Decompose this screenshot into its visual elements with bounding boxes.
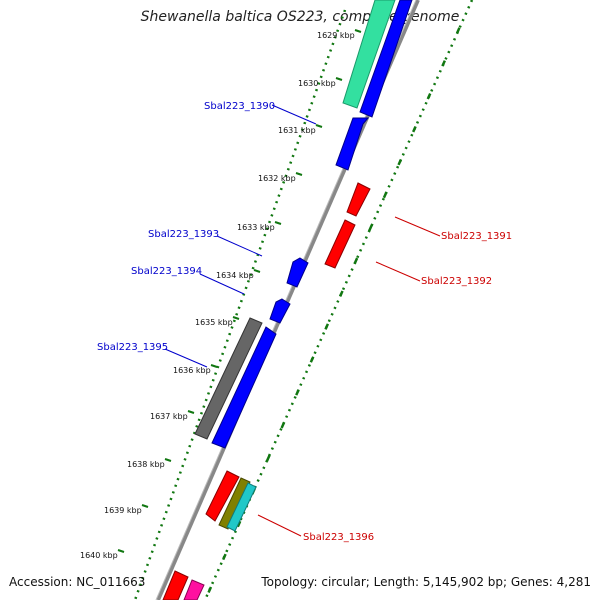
tick-label: 1638 kbp — [127, 460, 165, 469]
leader-line — [271, 104, 317, 125]
gene-label: Sbal223_1395 — [97, 342, 168, 353]
gene-reverse — [162, 570, 189, 600]
tick-mark — [210, 364, 218, 368]
gene-forward — [286, 257, 309, 288]
gene-reverse — [324, 219, 356, 269]
leader-line — [216, 235, 263, 257]
gene-label: Sbal223_1392 — [421, 276, 492, 287]
feature-magenta — [183, 579, 205, 600]
gene-label-group: Sbal223_1390 Sbal223_1391 Sbal223_1392 Sbal… — [97, 101, 512, 543]
tick-label: 1635 kbp — [195, 318, 233, 327]
genome-summary-text: Topology: circular; Length: 5,145,902 bp… — [261, 575, 591, 589]
tick-group: 1629 kbp 1630 kbp 1631 kbp 1632 kbp 1633 kbp… — [80, 29, 362, 560]
feature-green — [342, 0, 396, 109]
tick-label: 1630 kbp — [298, 79, 336, 88]
tick-mark — [232, 316, 240, 320]
tick-label: 1632 kbp — [258, 174, 296, 183]
tick-mark — [141, 504, 149, 508]
tick-label: 1636 kbp — [173, 366, 211, 375]
leader-line — [164, 348, 208, 368]
leader-line — [394, 216, 441, 237]
leader-line — [257, 514, 302, 537]
tick-mark — [335, 77, 343, 81]
gene-forward — [335, 117, 370, 171]
tick-mark — [187, 410, 195, 414]
feature-cyan — [226, 482, 257, 532]
gene-forward — [359, 0, 413, 118]
tick-mark — [164, 458, 172, 462]
tick-mark — [253, 269, 261, 273]
gene-reverse — [205, 470, 240, 522]
gene-label: Sbal223_1393 — [148, 229, 219, 240]
tick-label: 1633 kbp — [237, 223, 275, 232]
tick-mark — [315, 124, 323, 128]
gene-label: Sbal223_1396 — [303, 532, 374, 543]
leader-line — [199, 273, 245, 295]
gene-forward — [211, 326, 277, 449]
gene-label: Sbal223_1394 — [131, 266, 202, 277]
gene-label: Sbal223_1391 — [441, 231, 512, 242]
accession-text: Accession: NC_011663 — [9, 575, 146, 589]
tick-label: 1629 kbp — [317, 31, 355, 40]
tick-mark — [274, 221, 282, 225]
feature-rna — [194, 317, 263, 440]
leader-line — [375, 261, 421, 282]
feature-group — [162, 0, 413, 600]
gene-label: Sbal223_1390 — [204, 101, 275, 112]
gene-forward — [269, 298, 291, 324]
tick-mark — [117, 549, 125, 553]
tick-label: 1639 kbp — [104, 506, 142, 515]
gene-reverse — [346, 182, 371, 217]
tick-label: 1631 kbp — [278, 126, 316, 135]
tick-label: 1640 kbp — [80, 551, 118, 560]
tick-label: 1637 kbp — [150, 412, 188, 421]
feature-olive — [218, 477, 251, 530]
tick-mark — [295, 172, 303, 176]
tick-label: 1634 kbp — [216, 271, 254, 280]
tick-mark — [354, 29, 362, 33]
